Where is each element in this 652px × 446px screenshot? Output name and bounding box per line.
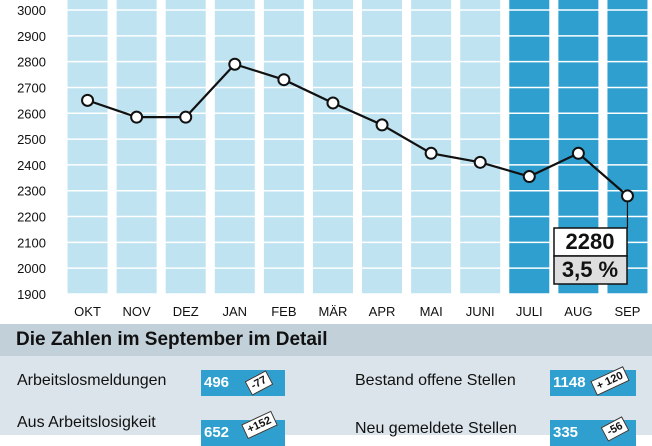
column-bar-apr <box>362 0 403 294</box>
y-tick-label: 2300 <box>17 184 46 199</box>
column-bar-juni <box>460 0 501 294</box>
detail-title: Die Zahlen im September im Detail <box>0 324 652 356</box>
y-tick-label: 2400 <box>17 158 46 173</box>
column-bar-jan <box>214 0 255 294</box>
stat-label-bestand-offene-stellen: Bestand offene Stellen <box>355 372 516 389</box>
x-tick-label: MÄR <box>319 304 348 319</box>
data-point-mai <box>424 146 438 160</box>
x-tick-label: AUG <box>564 304 592 319</box>
y-tick-label: 2700 <box>17 80 46 95</box>
x-tick-label: APR <box>369 304 396 319</box>
column-bar-feb <box>263 0 304 294</box>
stat-label-neu-gemeldete-stellen: Neu gemeldete Stellen <box>355 420 517 437</box>
y-tick-label: 2600 <box>17 106 46 121</box>
x-tick-label: JAN <box>223 304 248 319</box>
data-point-feb <box>277 73 291 87</box>
y-tick-label: 2800 <box>17 55 46 70</box>
stat-label-aus-arbeitslosigkeit: Aus Arbeitslosigkeit <box>17 414 156 431</box>
data-point-sep <box>620 189 634 203</box>
y-tick-label: 2500 <box>17 132 46 147</box>
x-tick-label: JUNI <box>466 304 495 319</box>
y-tick-label: 2100 <box>17 235 46 250</box>
x-tick-label: DEZ <box>173 304 199 319</box>
data-point-apr <box>375 118 389 132</box>
column-bar-mär <box>312 0 353 294</box>
y-tick-label: 2900 <box>17 29 46 44</box>
y-tick-label: 3000 <box>17 3 46 18</box>
y-tick-label: 2200 <box>17 210 46 225</box>
column-bar-juli <box>509 0 550 294</box>
stat-number: 335 <box>553 424 579 441</box>
data-point-okt <box>81 93 95 107</box>
data-point-nov <box>130 110 144 124</box>
series-line <box>87 62 629 197</box>
x-tick-label: NOV <box>123 304 152 319</box>
callout-rate: 3,5 % <box>562 257 618 282</box>
x-tick-label: SEP <box>614 304 640 319</box>
detail-panel: Die Zahlen im September im Detail Arbeit… <box>0 324 652 446</box>
data-point-juli <box>522 170 536 184</box>
callout-value: 2280 <box>566 229 615 254</box>
callout-rate-box <box>553 255 628 285</box>
data-point-dez <box>179 110 193 124</box>
column-bar-dez <box>165 0 206 294</box>
x-tick-label: JULI <box>516 304 543 319</box>
x-tick-label: MAI <box>420 304 443 319</box>
stat-number: 652 <box>204 424 230 441</box>
stat-number: 496 <box>204 374 230 391</box>
stat-number: 1148 <box>553 374 586 391</box>
data-point-aug <box>571 146 585 160</box>
data-point-juni <box>473 155 487 169</box>
y-tick-label: 1900 <box>17 287 46 302</box>
x-tick-label: FEB <box>271 304 296 319</box>
data-point-mär <box>326 96 340 110</box>
separator <box>0 320 652 324</box>
unemployment-line-chart: 1900 2000 2100 2200 2300 2400 2500 2600 2700 2800… <box>17 0 648 319</box>
value-callout: 2280 3,5 % <box>553 227 628 285</box>
stat-label-arbeitslosmeldungen: Arbeitslosmeldungen <box>17 372 167 389</box>
data-point-jan <box>228 57 242 71</box>
column-bar-nov <box>116 0 157 294</box>
column-bar-okt <box>67 0 108 294</box>
x-tick-label: OKT <box>74 304 101 319</box>
y-tick-label: 2000 <box>17 261 46 276</box>
